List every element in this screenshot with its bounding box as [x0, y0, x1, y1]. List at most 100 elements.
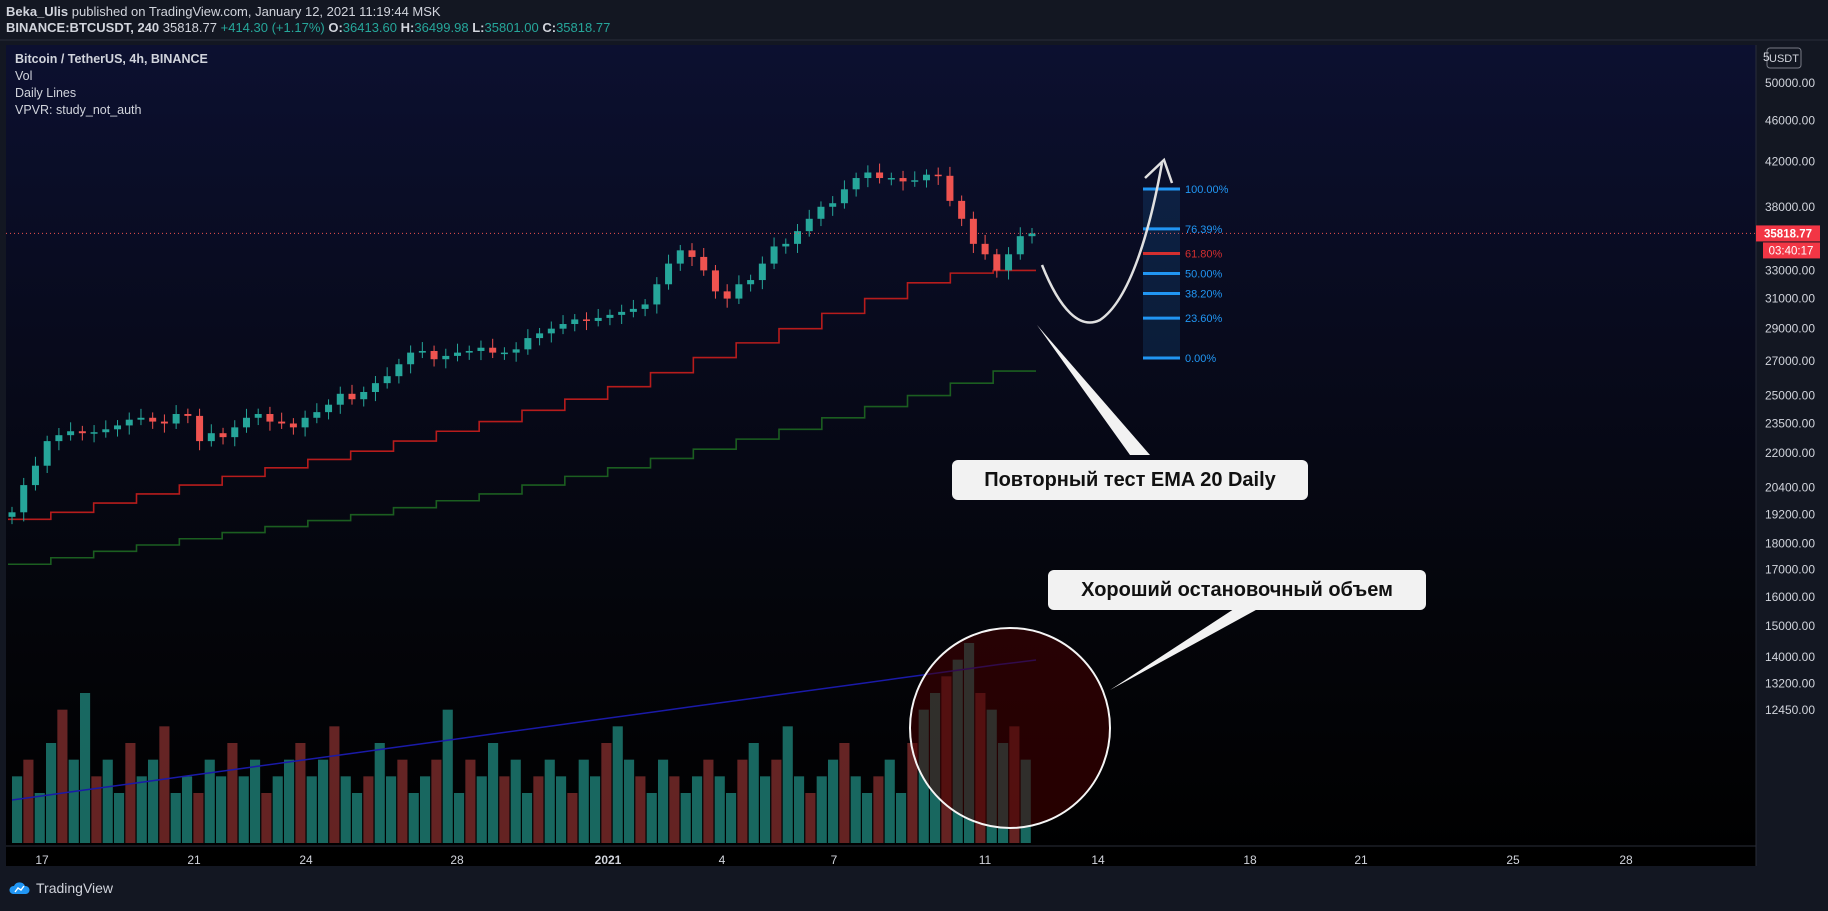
candle-body	[465, 350, 473, 353]
tradingview-brand[interactable]: TradingView	[8, 880, 113, 896]
volume-bar	[873, 776, 884, 843]
fib-level-label: 100.00%	[1185, 184, 1229, 196]
candle-body	[653, 284, 661, 305]
candle-body	[559, 324, 567, 329]
volume-bars	[12, 643, 1031, 843]
high-label: H:	[400, 20, 415, 35]
price-chart[interactable]: 100.00% 76.39% 61.80% 50.00% 38.20% 23.60% 0.0…	[0, 0, 1828, 870]
candle-body	[805, 218, 813, 232]
price-axis[interactable]: 12450.00 13200.00 14000.00 15000.00 16000.00…	[1765, 76, 1815, 717]
volume-bar	[726, 793, 737, 843]
volume-bar	[533, 776, 544, 843]
fib-level-label: 50.00%	[1185, 269, 1223, 281]
published-text: published on TradingView.com, January 12…	[71, 4, 441, 19]
candle-body	[20, 485, 28, 513]
candle-body	[911, 180, 919, 182]
volume-bar	[227, 743, 238, 843]
symbol: BINANCE:BTCUSDT, 240	[6, 20, 160, 35]
candle-body	[723, 291, 731, 299]
time-axis[interactable]: 17 21 24 28 2021 4 7 11 14 18 21 25 28	[35, 853, 1633, 867]
ema-callout[interactable]: Повторный тест EMA 20 Daily	[952, 460, 1308, 500]
volume-bar	[522, 793, 533, 843]
volume-bar	[669, 776, 680, 843]
chart-area[interactable]	[6, 45, 1756, 866]
candle-body	[90, 432, 98, 434]
volume-bar	[692, 776, 703, 843]
candle-body	[313, 412, 321, 418]
volume-bar	[839, 743, 850, 843]
price-tick-label: 33000.00	[1765, 263, 1815, 277]
volume-bar	[465, 759, 476, 843]
candle-body	[371, 383, 379, 393]
price-tick-label: 17000.00	[1765, 563, 1815, 577]
currency-badge[interactable]: USDT	[1766, 47, 1802, 69]
candle-body	[242, 417, 250, 428]
candle-body	[325, 404, 333, 413]
volume-callout[interactable]: Хороший остановочный объем	[1048, 570, 1426, 610]
ema-slow-daily-line	[8, 370, 1036, 566]
price-tick-label: 19200.00	[1765, 508, 1815, 522]
chart-legend[interactable]: Bitcoin / TetherUS, 4h, BINANCE Vol Dail…	[15, 51, 208, 119]
volume-bar	[635, 776, 646, 843]
price-tick-label: 12450.00	[1765, 703, 1815, 717]
author[interactable]: Beka_Ulis	[6, 4, 69, 19]
legend-item-vpvr[interactable]: VPVR: study_not_auth	[15, 103, 142, 117]
volume-bar	[12, 776, 23, 843]
fib-retracement[interactable]: 100.00% 76.39% 61.80% 50.00% 38.20% 23.60% 0.0…	[1143, 184, 1229, 365]
candle-body	[618, 311, 626, 315]
countdown-tag-text: 03:40:17	[1769, 245, 1814, 257]
candle-body	[524, 338, 532, 350]
volume-bar	[204, 759, 215, 843]
price-tick-label: 15000.00	[1765, 619, 1815, 633]
candle-body	[700, 256, 708, 271]
candle-body	[278, 421, 286, 424]
candle-body	[207, 433, 215, 442]
price-tick-label: 14000.00	[1765, 650, 1815, 664]
arrow-head-icon	[1144, 157, 1174, 184]
candle-body	[254, 414, 262, 418]
open-value: 36413.60	[342, 20, 398, 35]
close-value: 35818.77	[556, 20, 611, 35]
fib-level-label: 76.39%	[1185, 224, 1223, 236]
volume-bar	[748, 743, 759, 843]
candle-body	[981, 243, 989, 255]
candle-body	[149, 417, 157, 422]
candle-body	[747, 280, 755, 285]
volume-bar	[57, 709, 68, 843]
volume-bar	[352, 793, 363, 843]
legend-item-vol[interactable]: Vol	[15, 69, 33, 83]
candle-body	[512, 349, 520, 353]
volume-bar	[91, 776, 102, 843]
candle-body	[594, 317, 602, 321]
volume-bar	[363, 776, 374, 843]
candle-body	[958, 200, 966, 219]
candle-body	[782, 243, 790, 247]
candle-body	[172, 414, 180, 424]
candle-body	[899, 178, 907, 182]
candle-body	[852, 178, 860, 190]
ema-callout-box	[952, 460, 1308, 500]
candle-body	[794, 231, 802, 244]
candle-body	[946, 175, 954, 201]
callout-pointer	[1037, 325, 1150, 455]
fib-level-label: 0.00%	[1185, 353, 1216, 365]
header-bar: Beka_Ulis published on TradingView.com, …	[0, 0, 1828, 40]
volume-callout-text: Хороший остановочный объем	[1081, 579, 1393, 601]
volume-bar	[612, 726, 623, 843]
volume-bar	[590, 776, 601, 843]
volume-bar	[420, 776, 431, 843]
candle-body	[864, 172, 872, 179]
price-tick-label: 42000.00	[1765, 155, 1815, 169]
volume-bar	[397, 759, 408, 843]
price-tick-label: 38000.00	[1765, 200, 1815, 214]
projection-arrow	[1040, 162, 1164, 324]
legend-item-daily-lines[interactable]: Daily Lines	[15, 86, 77, 100]
candle-body	[876, 172, 884, 179]
candles	[8, 163, 1036, 525]
volume-bar	[884, 759, 895, 843]
fib-level-label: 23.60%	[1185, 313, 1223, 325]
volume-bar	[148, 759, 159, 843]
candle-body	[477, 347, 485, 351]
callout-pointer-2	[1110, 605, 1265, 690]
candle-body	[536, 333, 544, 339]
